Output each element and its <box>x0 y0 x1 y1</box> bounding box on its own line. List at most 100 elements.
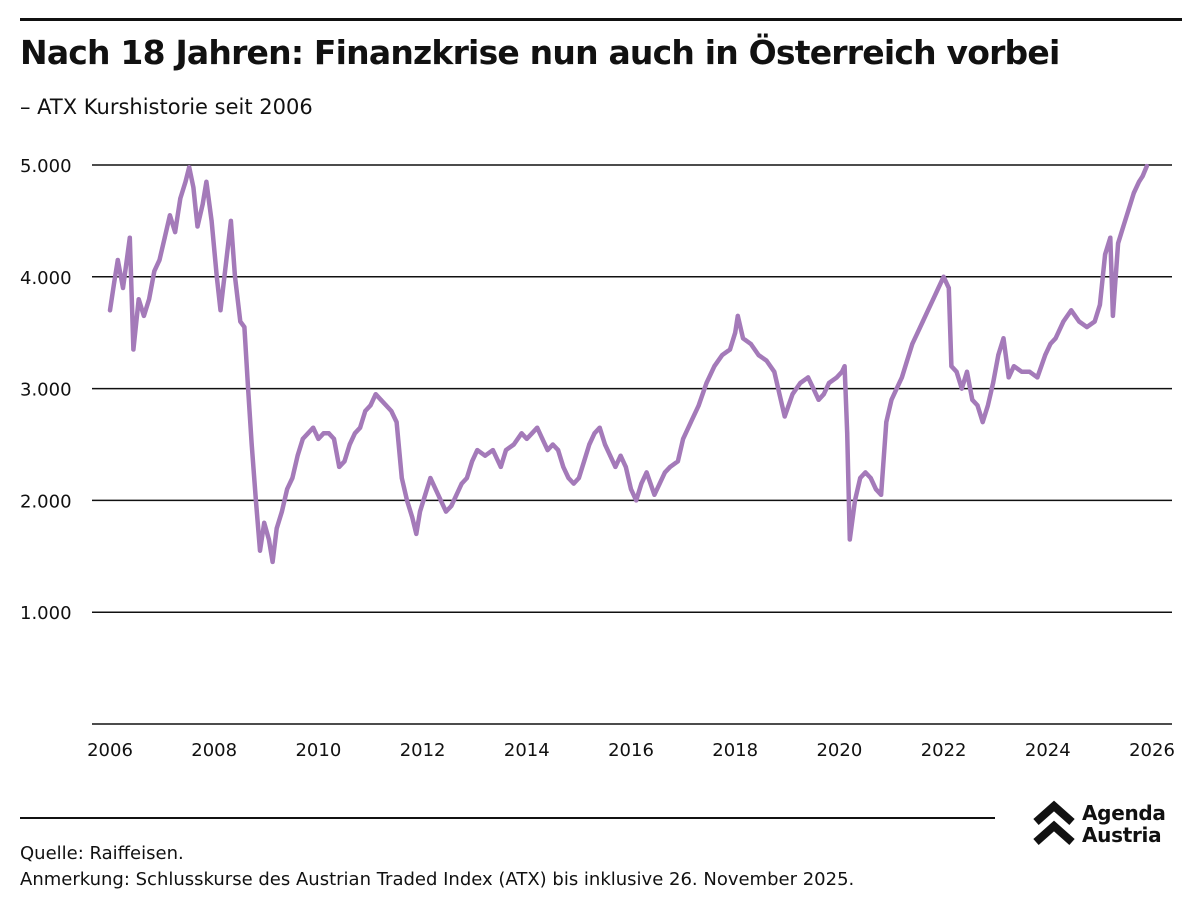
data-point <box>1069 308 1074 313</box>
y-tick-label: 5.000 <box>20 156 72 177</box>
data-point <box>389 409 394 413</box>
data-point <box>131 347 136 352</box>
data-point <box>410 515 415 520</box>
data-point <box>162 235 167 240</box>
data-point <box>1077 319 1082 324</box>
data-point <box>511 442 516 447</box>
y-tick-label: 2.000 <box>20 491 72 512</box>
double-chevron-up-icon <box>1033 800 1075 845</box>
data-point <box>941 274 946 279</box>
data-point <box>873 487 878 492</box>
series-layer <box>107 163 1150 565</box>
data-point <box>704 381 709 385</box>
data-point <box>623 464 628 469</box>
data-point <box>592 431 597 436</box>
data-point <box>1131 191 1136 195</box>
data-point <box>827 381 831 385</box>
data-point <box>720 353 725 358</box>
data-point <box>438 498 443 503</box>
data-point <box>204 179 209 184</box>
data-point <box>847 537 852 542</box>
data-point <box>811 386 816 391</box>
data-point <box>1019 369 1024 374</box>
data-point <box>1140 174 1145 179</box>
x-tick-label: 2018 <box>712 740 758 761</box>
data-point <box>618 453 623 458</box>
data-point <box>1053 336 1058 341</box>
data-point <box>384 403 389 408</box>
data-point <box>772 369 777 374</box>
data-point <box>782 414 787 419</box>
data-point <box>816 397 821 402</box>
data-point <box>733 330 738 335</box>
data-point <box>1084 325 1089 330</box>
data-point <box>530 431 534 436</box>
data-point <box>233 274 237 279</box>
data-point <box>1043 353 1048 358</box>
data-point <box>332 436 336 441</box>
data-point <box>728 347 732 352</box>
data-point <box>652 492 657 497</box>
x-tick-label: 2006 <box>87 740 133 761</box>
data-point <box>545 448 550 453</box>
data-point <box>127 235 132 240</box>
data-point <box>449 504 454 508</box>
x-axis-labels: 2006 2008 2010 2012 2014 2016 2018 2020 2022 2024… <box>87 740 1175 761</box>
data-point <box>1048 341 1053 346</box>
data-point <box>587 442 592 447</box>
data-point <box>1103 252 1108 257</box>
data-point <box>358 425 363 430</box>
data-point <box>337 464 342 469</box>
data-point <box>414 531 419 536</box>
data-point <box>842 364 847 369</box>
data-point <box>178 196 183 201</box>
data-point <box>464 476 469 480</box>
data-point <box>634 498 639 503</box>
data-point <box>954 369 959 374</box>
data-point <box>889 397 894 402</box>
data-point <box>253 498 258 503</box>
data-point <box>920 319 925 324</box>
data-point <box>597 425 602 430</box>
data-point <box>470 459 475 464</box>
data-point <box>668 464 673 469</box>
data-point <box>342 459 347 464</box>
x-tick-label: 2016 <box>608 740 654 761</box>
source-note: Quelle: Raiffeisen. <box>20 843 184 864</box>
data-point <box>798 381 803 385</box>
y-tick-label: 4.000 <box>20 268 72 289</box>
data-point <box>200 202 205 207</box>
data-point <box>777 392 782 397</box>
data-point <box>504 448 508 453</box>
y-tick-label: 3.000 <box>20 380 72 401</box>
data-point <box>821 392 826 397</box>
data-point <box>112 280 117 285</box>
data-point <box>295 453 300 458</box>
data-point <box>936 286 941 290</box>
data-point <box>741 336 745 341</box>
data-point <box>418 509 422 514</box>
data-point <box>931 297 936 302</box>
data-point <box>191 185 196 190</box>
x-tick-label: 2008 <box>191 740 237 761</box>
data-point <box>279 509 284 514</box>
data-point <box>806 375 811 380</box>
data-point <box>910 341 915 346</box>
data-point <box>498 464 503 469</box>
footer-rule <box>20 817 995 819</box>
data-point <box>173 230 178 235</box>
data-point <box>748 341 753 346</box>
data-point <box>262 520 267 525</box>
data-point <box>1092 319 1097 324</box>
data-point <box>454 492 459 497</box>
data-point <box>368 403 373 408</box>
x-tick-label: 2014 <box>504 740 550 761</box>
data-point <box>970 397 975 402</box>
data-point <box>1116 241 1121 246</box>
data-point <box>985 403 990 408</box>
data-point <box>1121 224 1126 229</box>
data-point <box>540 436 545 441</box>
data-point <box>378 397 383 402</box>
data-point <box>306 431 310 436</box>
